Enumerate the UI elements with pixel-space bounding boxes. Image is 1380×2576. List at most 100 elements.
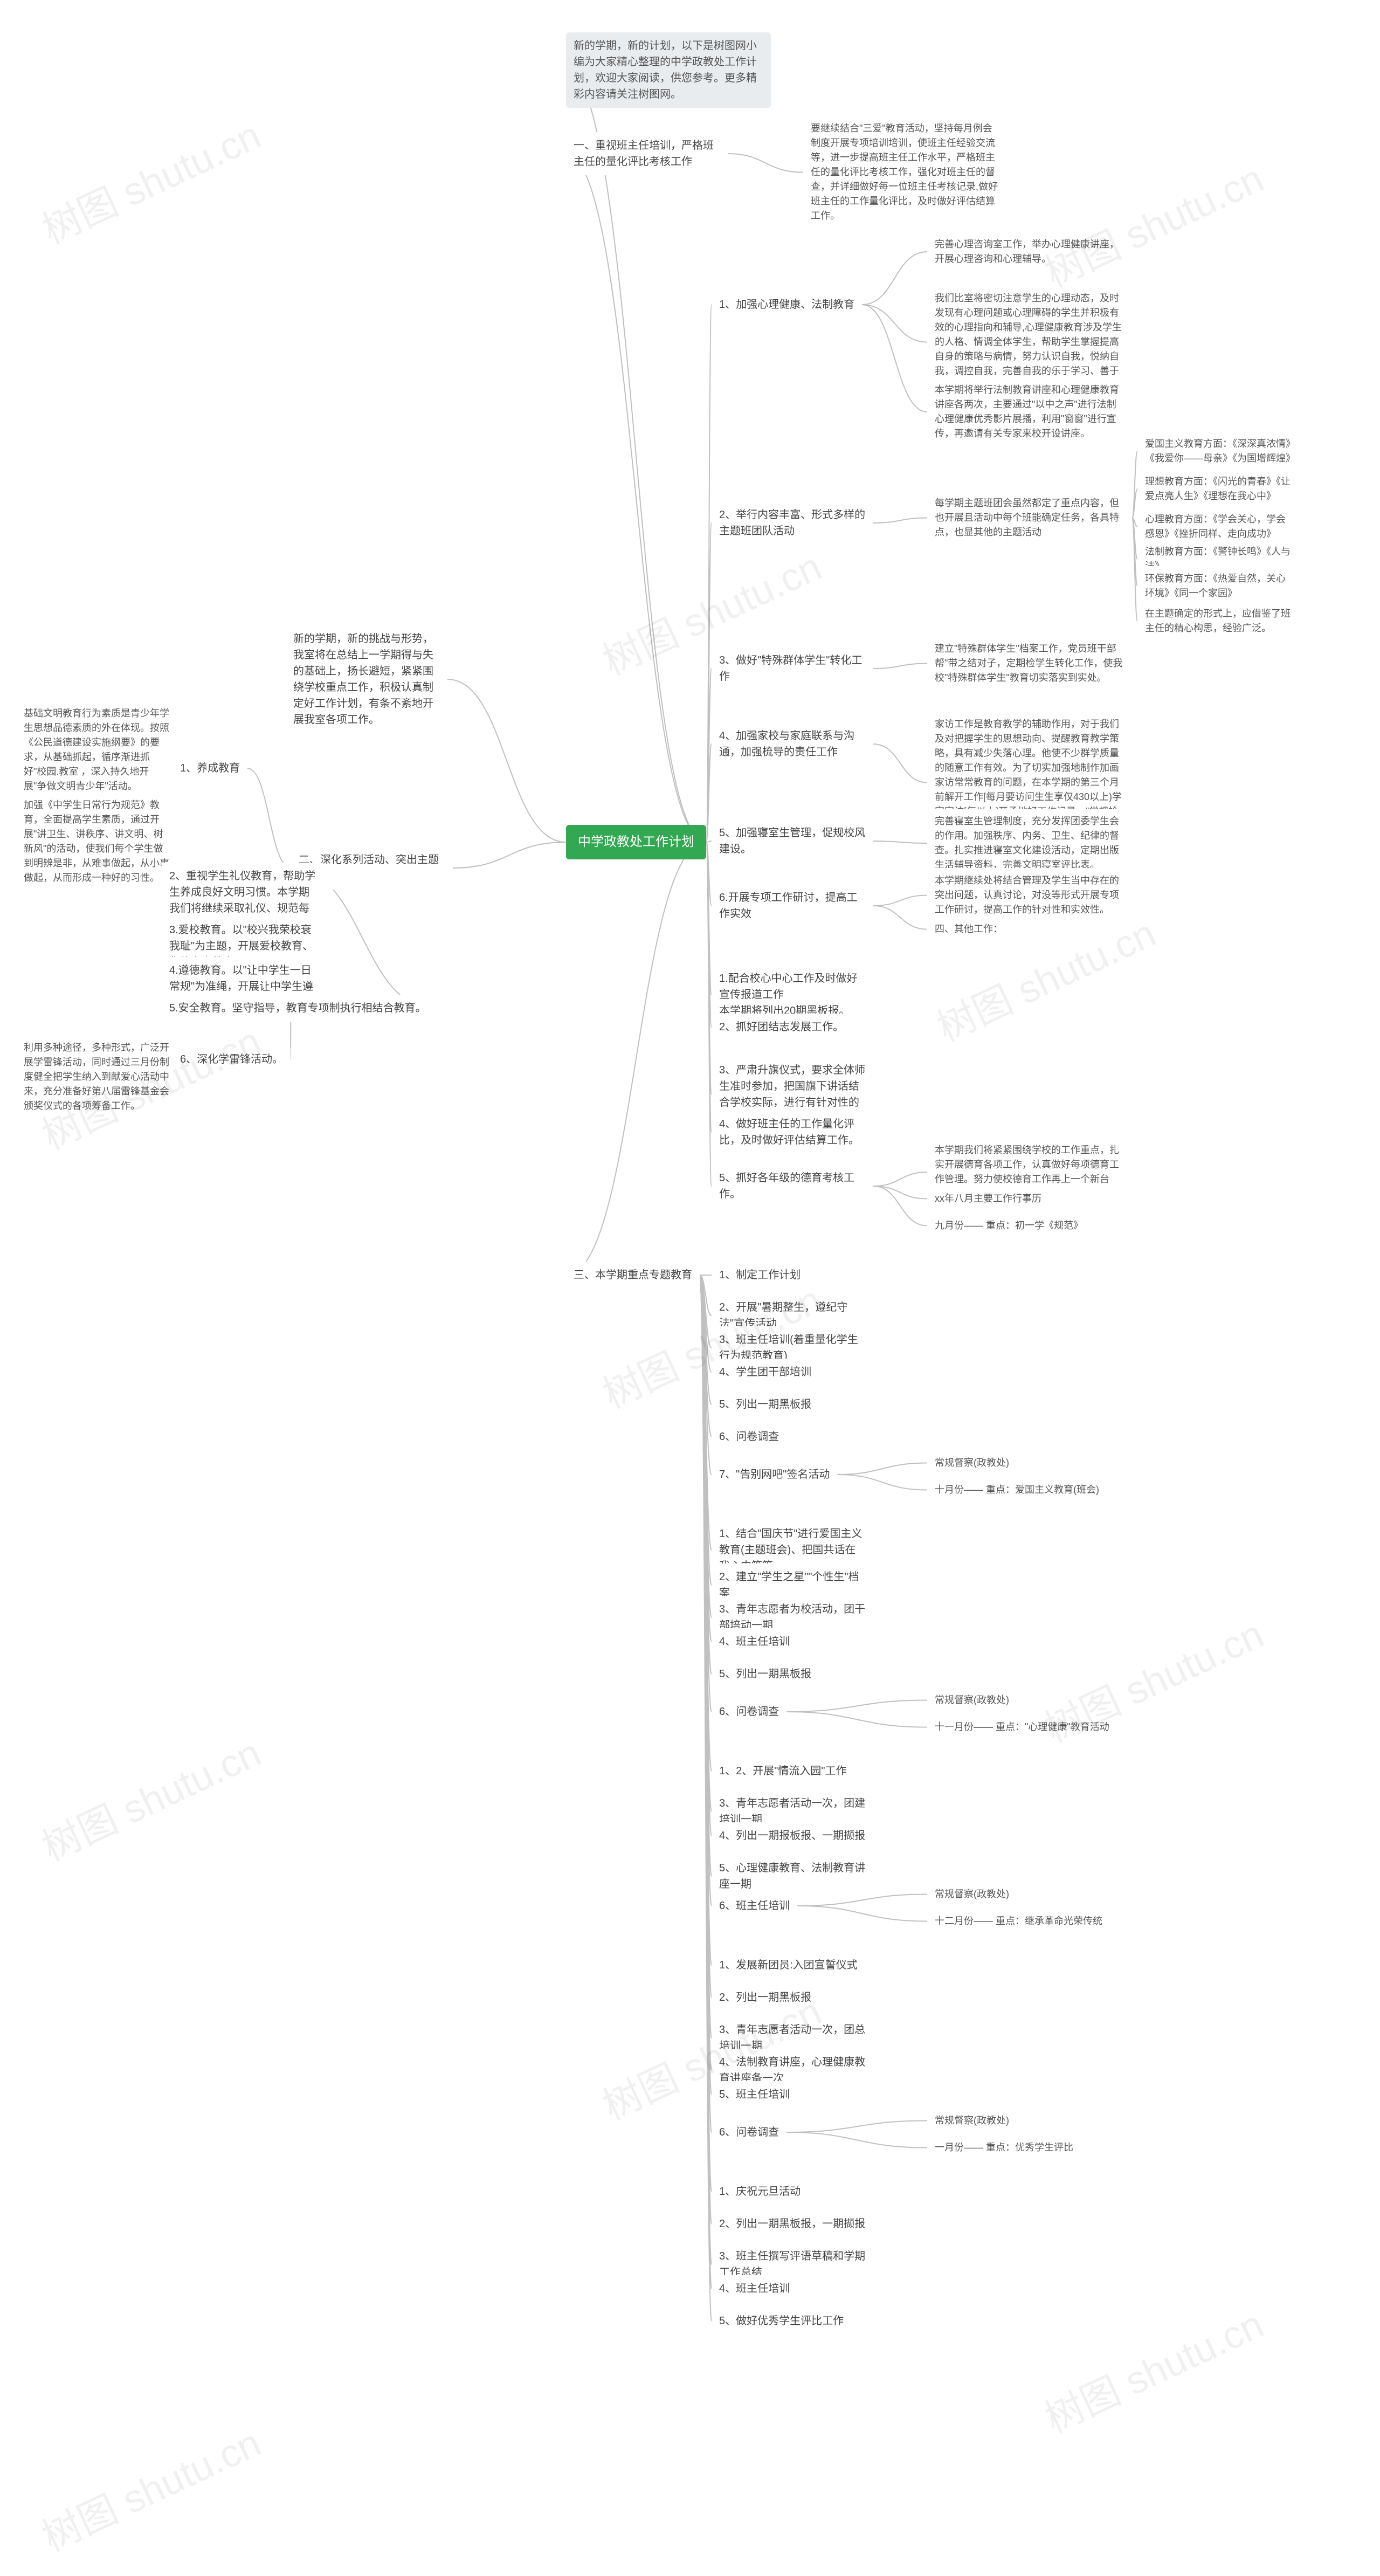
topic-node[interactable]: 6、问卷调查 bbox=[712, 1423, 786, 1450]
topic-node[interactable]: 1、养成教育 bbox=[172, 755, 247, 782]
node-label: 一月份—— 重点：优秀学生评比 bbox=[927, 2135, 1081, 2160]
leaf-node[interactable]: 一月份—— 重点：优秀学生评比 bbox=[927, 2135, 1081, 2160]
leaf-node[interactable]: 本学期继续处将结合管理及学生当中存在的突出问题，认真讨论，对没等形式开展专项工作… bbox=[927, 868, 1132, 922]
leaf-node[interactable]: 每学期主题班团会虽然都定了重点内容，但也开展且活动中每个班能确定任务，各具特点，… bbox=[927, 491, 1132, 545]
node-label: 2、列出一期黑板报 bbox=[712, 1984, 819, 2011]
node-label: 2、抓好团结志发展工作。 bbox=[712, 1014, 851, 1041]
leaf-node[interactable]: 十一月份—— 重点："心理健康"教育活动 bbox=[927, 1714, 1117, 1740]
leaf-node[interactable]: 基础文明教育行为素质是青少年学生思想品德素质的外在体现。按照《公民道德建设实施纲… bbox=[16, 701, 178, 799]
topic-node[interactable]: 5、列出一期黑板报 bbox=[712, 1661, 819, 1688]
node-label: 4、学生团干部培训 bbox=[712, 1359, 819, 1386]
leaf-node[interactable]: 常规督察(政教处) bbox=[927, 2108, 1017, 2133]
topic-node[interactable]: 5、加强寝室生管理，促规校风建设。 bbox=[712, 819, 873, 863]
node-label: 6、深化学雷锋活动。 bbox=[172, 1046, 291, 1073]
leaf-node[interactable]: 利用多种途径，多种形式，广泛开展学雷锋活动，同时通过三月份制度健全把学生纳入到献… bbox=[16, 1035, 178, 1119]
node-label: 5、加强寝室生管理，促规校风建设。 bbox=[712, 819, 873, 863]
topic-node[interactable]: 6、班主任培训 bbox=[712, 1892, 797, 1919]
node-label: 3、做好"特殊群体学生"转化工作 bbox=[712, 647, 873, 690]
node-label: 十二月份—— 重点：继承革命光荣传统 bbox=[927, 1909, 1110, 1934]
node-label: 1、养成教育 bbox=[172, 755, 247, 782]
watermark: 树图 shutu.cn bbox=[31, 2412, 268, 2563]
topic-node[interactable]: 1、加强心理健康、法制教育 bbox=[712, 291, 862, 318]
topic-node[interactable]: 2、列出一期黑板报 bbox=[712, 1984, 819, 2011]
topic-node[interactable]: 5、做好优秀学生评比工作 bbox=[712, 2308, 851, 2334]
leaf-node[interactable]: 九月份—— 重点：初一学《规范》 bbox=[927, 1213, 1091, 1238]
node-label: 要继续结合"三爱"教育活动，坚持每月例会制度开展专项培训培训，使班主任经验交流等… bbox=[803, 116, 1008, 229]
node-label: 完善心理咨询室工作，举办心理健康讲座，开展心理咨询和心理辅导。 bbox=[927, 232, 1132, 272]
leaf-node[interactable]: 理想教育方面：《闪光的青春》《让爱点亮人生》《理想在我心中》 bbox=[1137, 469, 1299, 509]
node-label: 本学期继续处将结合管理及学生当中存在的突出问题，认真讨论，对没等形式开展专项工作… bbox=[927, 868, 1132, 922]
leaf-node[interactable]: 四、其他工作： bbox=[927, 917, 1010, 942]
topic-node[interactable]: 4、加强家校与家庭联系与沟通，加强梳导的责任工作 bbox=[712, 722, 873, 766]
topic-node[interactable]: 7、"告别网吧"签名活动 bbox=[712, 1461, 837, 1488]
topic-node[interactable]: 4、列出一期报板报、一期撷报 bbox=[712, 1822, 873, 1849]
node-label: 1、2、开展"情流入园"工作 bbox=[712, 1758, 854, 1785]
leaf-node[interactable]: 建立"特殊群体学生"档案工作，党员班干部帮"带之结对子，定期检学生转化工作，使我… bbox=[927, 636, 1132, 691]
leaf-node[interactable]: 常规督察(政教处) bbox=[927, 1882, 1017, 1907]
topic-node[interactable]: 5、心理健康教育、法制教育讲座一期 bbox=[712, 1855, 873, 1898]
node-label: 中学政教处工作计划 bbox=[566, 825, 706, 859]
watermark: 树图 shutu.cn bbox=[1034, 147, 1271, 298]
topic-node[interactable]: 1、庆祝元旦活动 bbox=[712, 2178, 808, 2205]
topic-node[interactable]: 4、做好班主任的工作量化评比，及时做好评估结算工作。 bbox=[712, 1111, 873, 1154]
leaf-node[interactable]: 常规督察(政教处) bbox=[927, 1450, 1017, 1476]
intro-note[interactable]: 新的学期，新的计划，以下是树图网小编为大家精心整理的中学政教处工作计划，欢迎大家… bbox=[566, 32, 771, 108]
topic-node[interactable]: 1、制定工作计划 bbox=[712, 1262, 808, 1289]
root-node[interactable]: 中学政教处工作计划 bbox=[566, 825, 706, 859]
node-label: 5、列出一期黑板报 bbox=[712, 1391, 819, 1418]
node-label: 5、抓好各年级的德育考核工作。 bbox=[712, 1165, 873, 1208]
watermark: 树图 shutu.cn bbox=[31, 1721, 268, 1872]
node-label: 利用多种途径，多种形式，广泛开展学雷锋活动，同时通过三月份制度健全把学生纳入到献… bbox=[16, 1035, 178, 1119]
node-label: 九月份—— 重点：初一学《规范》 bbox=[927, 1213, 1091, 1238]
context-note[interactable]: 新的学期，新的挑战与形势，我室将在总结上一学期得与失的基础上，扬长避短，紧紧围绕… bbox=[286, 625, 447, 733]
leaf-node[interactable]: 爱国主义教育方面：《深深真浓情》《我爱你——母亲》《为国增辉煌》 bbox=[1137, 431, 1299, 471]
node-label: 加强《中学生日常行为规范》教育，全面提高学生素质，通过开展"讲卫生、讲秩序、讲文… bbox=[16, 793, 178, 891]
node-label: 1、加强心理健康、法制教育 bbox=[712, 291, 862, 318]
topic-node[interactable]: 3、做好"特殊群体学生"转化工作 bbox=[712, 647, 873, 690]
topic-node[interactable]: 4、班主任培训 bbox=[712, 2275, 797, 2302]
section-node[interactable]: 三、本学期重点专题教育 bbox=[566, 1262, 700, 1289]
topic-node[interactable]: 2、举行内容丰富、形式多样的主题班团队活动 bbox=[712, 501, 873, 545]
leaf-node[interactable]: 加强《中学生日常行为规范》教育，全面提高学生素质，通过开展"讲卫生、讲秩序、讲文… bbox=[16, 793, 178, 891]
topic-node[interactable]: 6、问卷调查 bbox=[712, 2119, 786, 2146]
topic-node[interactable]: 2、抓好团结志发展工作。 bbox=[712, 1014, 851, 1041]
node-label: 每学期主题班团会虽然都定了重点内容，但也开展且活动中每个班能确定任务，各具特点，… bbox=[927, 491, 1132, 545]
node-label: 6、班主任培训 bbox=[712, 1892, 797, 1919]
topic-node[interactable]: 1、发展新团员:入团宣誓仪式 bbox=[712, 1952, 865, 1979]
topic-node[interactable]: 2、列出一期黑板报，一期撷报 bbox=[712, 2210, 873, 2237]
topic-node[interactable]: 4、学生团干部培训 bbox=[712, 1359, 819, 1386]
node-label: 十一月份—— 重点："心理健康"教育活动 bbox=[927, 1714, 1117, 1740]
leaf-node[interactable]: 要继续结合"三爱"教育活动，坚持每月例会制度开展专项培训培训，使班主任经验交流等… bbox=[803, 116, 1008, 229]
node-label: 5、做好优秀学生评比工作 bbox=[712, 2308, 851, 2334]
node-label: 1、发展新团员:入团宣誓仪式 bbox=[712, 1952, 865, 1979]
node-label: 环保教育方面：《热爱自然，关心环境》《同一个家园》 bbox=[1137, 566, 1299, 606]
node-label: 2、列出一期黑板报，一期撷报 bbox=[712, 2210, 873, 2237]
node-label: 6、问卷调查 bbox=[712, 1698, 786, 1725]
topic-node[interactable]: 4、班主任培训 bbox=[712, 1628, 797, 1655]
node-label: 2、举行内容丰富、形式多样的主题班团队活动 bbox=[712, 501, 873, 545]
topic-node[interactable]: 5、抓好各年级的德育考核工作。 bbox=[712, 1165, 873, 1208]
node-label: 6.开展专项工作研讨，提高工作实效 bbox=[712, 884, 873, 927]
leaf-node[interactable]: 完善寝室生管理制度，充分发挥团委学生会的作用。加强秩序、内务、卫生、纪律的督查。… bbox=[927, 809, 1132, 878]
topic-node[interactable]: 1、2、开展"情流入园"工作 bbox=[712, 1758, 854, 1785]
leaf-node[interactable]: 本学期将举行法制教育讲座和心理健康教育讲座各两次，主要通过"以中之声"进行法制心… bbox=[927, 377, 1132, 446]
topic-node[interactable]: 6、问卷调查 bbox=[712, 1698, 786, 1725]
node-label: 4、做好班主任的工作量化评比，及时做好评估结算工作。 bbox=[712, 1111, 873, 1154]
leaf-node[interactable]: 十月份—— 重点：爱国主义教育(班会) bbox=[927, 1477, 1107, 1503]
topic-node[interactable]: 6、深化学雷锋活动。 bbox=[172, 1046, 291, 1073]
watermark: 树图 shutu.cn bbox=[1034, 2293, 1271, 2444]
topic-node[interactable]: 5.安全教育。坚守指导，教育专项制执行相结合教育。 bbox=[162, 995, 434, 1022]
topic-node[interactable]: 6.开展专项工作研讨，提高工作实效 bbox=[712, 884, 873, 927]
topic-node[interactable]: 5、列出一期黑板报 bbox=[712, 1391, 819, 1418]
leaf-node[interactable]: xx年八月主要工作行事历 bbox=[927, 1186, 1049, 1211]
leaf-node[interactable]: 在主题确定的形式上，应借鉴了班主任的精心构思，经验广泛。 bbox=[1137, 601, 1299, 641]
node-label: 在主题确定的形式上，应借鉴了班主任的精心构思，经验广泛。 bbox=[1137, 601, 1299, 641]
section-node[interactable]: 一、重视班主任培训，严格班主任的量化评比考核工作 bbox=[566, 132, 728, 175]
leaf-node[interactable]: 十二月份—— 重点：继承革命光荣传统 bbox=[927, 1909, 1110, 1934]
leaf-node[interactable]: 完善心理咨询室工作，举办心理健康讲座，开展心理咨询和心理辅导。 bbox=[927, 232, 1132, 272]
leaf-node[interactable]: 常规督察(政教处) bbox=[927, 1688, 1017, 1713]
leaf-node[interactable]: 环保教育方面：《热爱自然，关心环境》《同一个家园》 bbox=[1137, 566, 1299, 606]
node-label: 爱国主义教育方面：《深深真浓情》《我爱你——母亲》《为国增辉煌》 bbox=[1137, 431, 1299, 471]
node-label: 7、"告别网吧"签名活动 bbox=[712, 1461, 837, 1488]
topic-node[interactable]: 5、班主任培训 bbox=[712, 2081, 797, 2108]
